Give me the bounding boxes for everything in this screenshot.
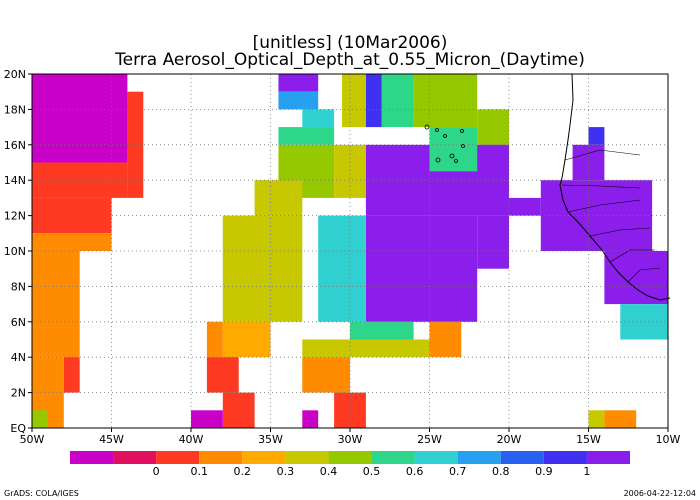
colorbar-label-5: 0.5	[363, 465, 381, 478]
colorbar-label-4: 0.4	[320, 465, 338, 478]
colorbar-swatch-8	[414, 451, 458, 464]
y-tick-label-1: 2N	[11, 387, 26, 400]
aod-region-29	[365, 215, 478, 322]
colorbar-swatch-2	[156, 451, 200, 464]
x-tick-label-0: 50W	[20, 433, 45, 446]
aod-region-23	[381, 74, 414, 128]
aod-region-18	[206, 357, 239, 393]
colorbar: 0 0.1 0.2 0.3 0.4 0.5 0.6 0.7 0.8 0.9 1	[70, 451, 630, 478]
colorbar-label-7: 0.7	[449, 465, 467, 478]
aod-region-10	[278, 91, 319, 110]
colorbar-swatch-0	[70, 451, 114, 464]
aod-region-38	[509, 197, 541, 216]
aod-region-44	[588, 410, 605, 428]
x-tick-label-1: 45W	[99, 433, 124, 446]
aod-region-42	[604, 251, 668, 305]
y-tick-label-3: 6N	[11, 316, 26, 329]
colorbar-swatch-6	[328, 451, 372, 464]
aod-region-9	[278, 74, 319, 92]
axis-ticks: 50W 45W 40W 35W 30W 25W 20W 15W 10W EQ 2N 4N 6N 8N 10N…	[4, 68, 681, 446]
aod-region-21	[342, 74, 366, 128]
aod-region-17	[206, 321, 223, 358]
y-tick-label-2: 4N	[11, 351, 26, 364]
aod-region-30	[318, 215, 366, 322]
y-tick-label-9: 18N	[4, 103, 26, 116]
aod-region-41	[588, 127, 605, 145]
aerosol-field	[32, 74, 668, 428]
coastline	[424, 73, 671, 301]
x-tick-label-2: 40W	[179, 433, 204, 446]
colorbar-label-10: 1	[583, 465, 590, 478]
x-tick-label-5: 25W	[417, 433, 442, 446]
country-borders	[561, 149, 661, 283]
y-tick-label-5: 10N	[4, 245, 26, 258]
aod-region-11	[302, 109, 335, 128]
aod-region-4	[32, 233, 112, 251]
colorbar-swatch-1	[113, 451, 157, 464]
aod-region-0	[32, 74, 128, 163]
aod-region-31	[350, 321, 414, 340]
aod-region-32	[302, 339, 430, 358]
y-tick-label-6: 12N	[4, 210, 26, 223]
aod-region-5	[32, 251, 80, 358]
aod-region-15	[222, 215, 303, 322]
colorbar-swatch-9	[457, 451, 501, 464]
aod-region-8	[32, 410, 48, 428]
aod-region-25	[477, 109, 509, 145]
colorbar-label-2: 0.2	[234, 465, 252, 478]
y-tick-label-7: 14N	[4, 174, 26, 187]
aod-region-22	[365, 74, 382, 128]
colorbar-label-0: 0	[153, 465, 160, 478]
aod-region-26	[334, 144, 366, 198]
grads-credit: GrADS: COLA/IGES	[4, 489, 79, 498]
aod-region-20	[191, 410, 223, 428]
colorbar-swatch-10	[500, 451, 544, 464]
colorbar-swatch-11	[543, 451, 587, 464]
colorbar-swatch-12	[586, 451, 630, 464]
aod-region-33	[302, 357, 350, 393]
africa-coastline	[559, 73, 671, 301]
aod-region-35	[302, 410, 319, 428]
y-tick-label-8: 16N	[4, 139, 26, 152]
x-tick-label-4: 30W	[338, 433, 363, 446]
colorbar-swatch-5	[285, 451, 329, 464]
y-tick-label-4: 8N	[11, 280, 26, 293]
colorbar-swatch-3	[199, 451, 243, 464]
aod-region-14	[254, 180, 303, 216]
x-tick-label-8: 10W	[656, 433, 681, 446]
aod-region-12	[278, 127, 335, 145]
aod-region-16	[222, 321, 271, 358]
colorbar-label-1: 0.1	[190, 465, 208, 478]
x-tick-label-7: 15W	[576, 433, 601, 446]
timestamp: 2006-04-22-12:04	[623, 489, 696, 498]
title-line-1: [unitless] (10Mar2006)	[252, 33, 448, 53]
colorbar-label-8: 0.8	[492, 465, 510, 478]
y-tick-label-10: 20N	[4, 68, 26, 81]
colorbar-label-6: 0.6	[406, 465, 424, 478]
x-tick-label-3: 35W	[258, 433, 283, 446]
lat-lon-grid	[32, 74, 668, 428]
aod-region-28	[429, 127, 478, 172]
aod-region-19	[222, 392, 255, 428]
colorbar-swatch-7	[371, 451, 415, 464]
aod-region-37	[477, 215, 509, 269]
y-tick-label-0: EQ	[10, 422, 26, 435]
title-line-2: Terra Aerosol_Optical_Depth_at_0.55_Micr…	[115, 50, 585, 70]
colorbar-label-9: 0.9	[535, 465, 553, 478]
cape-verde-islands	[424, 124, 465, 163]
aod-region-7	[63, 357, 80, 393]
x-tick-label-6: 20W	[497, 433, 522, 446]
aod-region-2	[127, 91, 144, 198]
aod-region-1	[32, 162, 128, 198]
colorbar-swatch-4	[242, 451, 286, 464]
aod-region-36	[429, 321, 462, 358]
colorbar-label-3: 0.3	[277, 465, 295, 478]
aod-region-24	[413, 74, 478, 128]
aod-region-45	[604, 410, 637, 428]
aod-region-3	[32, 197, 112, 234]
